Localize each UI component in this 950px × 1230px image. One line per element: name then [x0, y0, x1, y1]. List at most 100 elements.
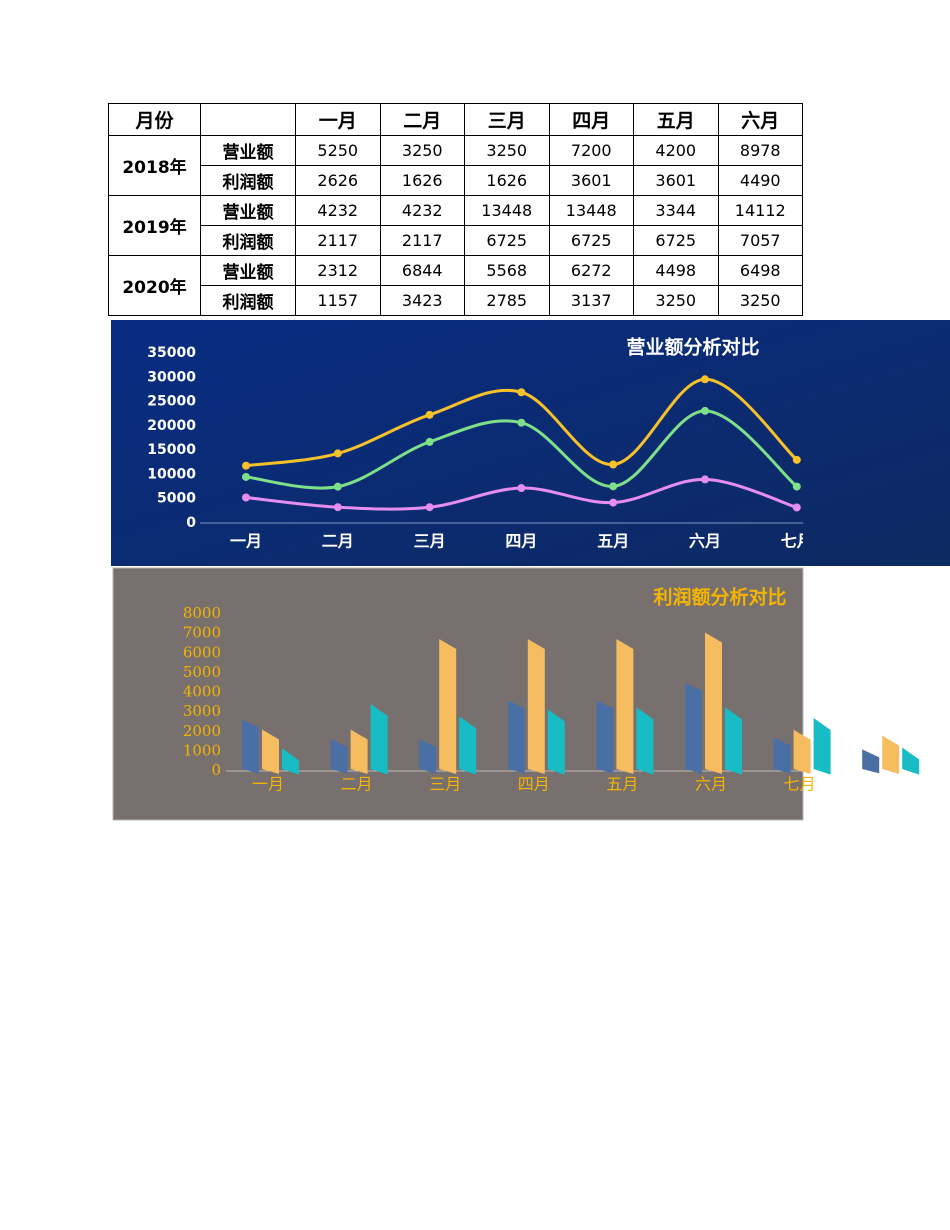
bar — [370, 703, 388, 775]
bar — [882, 735, 900, 774]
x-tick-label: 七月 — [781, 532, 813, 551]
table-cell: 月份 — [108, 103, 201, 136]
x-tick-label: 四月 — [518, 775, 550, 794]
point — [609, 482, 618, 491]
table-row: 月份 一月 二月 三月 四月 五月 六月 — [108, 103, 803, 136]
y-tick-label: 5000 — [183, 663, 221, 681]
y-tick-label: 35000 — [147, 345, 196, 361]
point — [425, 437, 434, 446]
x-tick-label: 二月 — [341, 775, 373, 794]
line-chart: 一月 二月 三月 四月 五月 六月 七月 — [200, 375, 813, 551]
y-tick-label: 30000 — [147, 369, 196, 385]
bar — [419, 739, 437, 774]
point — [517, 388, 526, 397]
table-cell: 利润额 — [200, 285, 296, 316]
y-tick-label: 3000 — [183, 702, 221, 720]
table-cell: 2019年 — [108, 195, 201, 256]
y-tick-label: 4000 — [183, 683, 221, 701]
y-tick-label: 10000 — [147, 466, 196, 482]
point — [792, 503, 801, 512]
y-tick-label: 20000 — [147, 418, 196, 434]
point — [333, 482, 342, 491]
bar — [507, 700, 525, 774]
table-cell: 2626 — [295, 165, 381, 196]
x-tick-label: 七月 — [784, 775, 816, 794]
point — [792, 455, 801, 464]
chart-title: 营业额分析对比 — [626, 336, 759, 359]
bar — [616, 639, 634, 774]
table-row: 利润额 1157 3423 2785 3137 3250 3250 — [109, 285, 803, 316]
table-cell: 3344 — [633, 195, 719, 226]
table-cell: 4232 — [295, 195, 381, 226]
bar — [636, 707, 654, 775]
table-cell: 13448 — [548, 195, 634, 226]
table-cell: 2020年 — [108, 255, 201, 316]
table-cell — [200, 103, 296, 136]
x-tick-label: 六月 — [695, 775, 727, 794]
table-cell: 利润额 — [200, 165, 296, 196]
table-row: 利润额 2117 2117 6725 6725 6725 7057 — [109, 225, 803, 256]
x-tick-label: 四月 — [505, 532, 537, 551]
bar — [350, 729, 368, 774]
table-cell: 6844 — [379, 255, 465, 286]
table-cell: 2785 — [464, 285, 550, 316]
y-tick-label: 25000 — [147, 394, 196, 410]
y-tick-label: 0 — [211, 761, 221, 779]
chart-title: 利润额分析对比 — [653, 586, 786, 609]
chart-bg — [111, 320, 950, 566]
table-cell: 4232 — [379, 195, 465, 226]
bar — [547, 709, 565, 775]
bar — [459, 716, 477, 775]
point — [609, 498, 618, 507]
table-cell: 五月 — [633, 103, 719, 136]
x-tick-label: 三月 — [414, 532, 446, 551]
bar — [242, 719, 259, 774]
bar — [705, 632, 722, 774]
bar — [282, 748, 299, 775]
table-cell: 1626 — [379, 165, 465, 196]
table-cell: 利润额 — [200, 225, 296, 256]
point — [701, 375, 709, 384]
point — [425, 410, 434, 419]
bar — [862, 749, 880, 774]
table-row: 2018年 营业额 5250 3250 3250 7200 4200 8978 — [108, 135, 803, 196]
bar — [330, 739, 348, 774]
x-tick-label: 六月 — [689, 532, 721, 551]
y-tick-label: 2000 — [183, 722, 221, 740]
table-cell: 5250 — [295, 135, 381, 166]
table-cell: 13448 — [464, 195, 550, 226]
table-cell: 3601 — [633, 165, 719, 196]
x-tick-label: 五月 — [606, 775, 638, 794]
table-cell: 3250 — [379, 135, 465, 166]
table-cell: 4490 — [717, 165, 803, 196]
point — [701, 406, 709, 415]
table-cell: 8978 — [717, 135, 803, 166]
point — [425, 503, 434, 512]
x-tick-label: 一月 — [230, 532, 262, 551]
point — [792, 482, 801, 491]
table-cell: 3250 — [717, 285, 803, 316]
data-table: 月份 一月 二月 三月 四月 五月 六月 2018年 营业额 5250 3250 3250 7200 42… — [108, 103, 803, 316]
bar — [596, 700, 614, 774]
table-cell: 1626 — [464, 165, 550, 196]
y-tick-label: 5000 — [157, 491, 196, 507]
y-tick-label: 1000 — [183, 741, 221, 759]
bar — [902, 747, 920, 775]
y-tick-label: 15000 — [147, 442, 196, 458]
table-cell: 营业额 — [200, 135, 296, 166]
y-tick-label: 8000 — [183, 604, 221, 622]
table-cell: 4498 — [633, 255, 719, 286]
point — [701, 475, 709, 484]
table-cell: 二月 — [379, 103, 465, 136]
table-cell: 6725 — [548, 225, 634, 256]
point — [333, 503, 342, 512]
bar — [773, 737, 791, 774]
y-tick-label: 0 — [186, 515, 196, 531]
bar — [685, 682, 702, 774]
bar — [813, 718, 831, 775]
table-cell: 14112 — [717, 195, 803, 226]
y-tick-label: 7000 — [183, 624, 221, 642]
x-tick-label: 五月 — [597, 532, 629, 551]
